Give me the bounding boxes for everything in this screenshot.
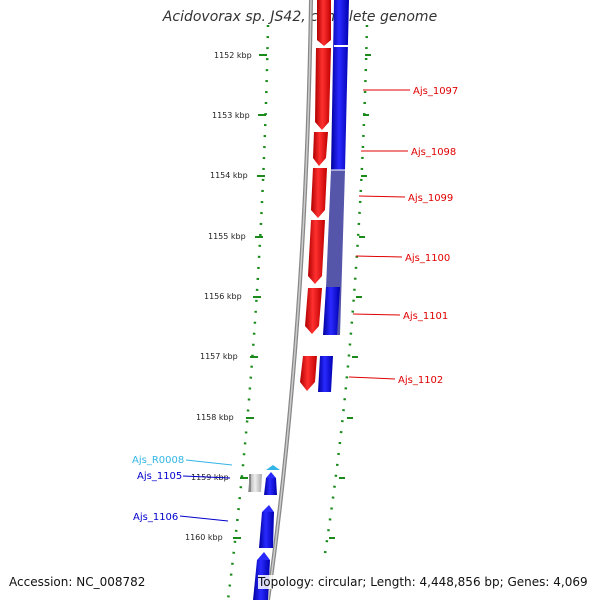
gene-arrow-top bbox=[317, 0, 331, 46]
tick-label: 1154 kbp bbox=[210, 171, 248, 180]
tick-label: 1156 kbp bbox=[204, 292, 242, 301]
gene-arrow-1098 bbox=[313, 132, 328, 166]
outer-dotted-ring bbox=[322, 24, 369, 561]
tick-label: 1153 kbp bbox=[212, 111, 250, 120]
outer-ring-ticks bbox=[329, 54, 371, 539]
gene-arrow-1101 bbox=[305, 288, 322, 334]
gene-arrow-1102 bbox=[300, 356, 317, 391]
gene-label-ajs-1101: Ajs_1101 bbox=[403, 311, 448, 322]
gene-label-ajs-r0008: Ajs_R0008 bbox=[132, 455, 184, 466]
gene-arrow-1105 bbox=[264, 478, 277, 495]
forward-strand-genes bbox=[300, 0, 331, 391]
reverse-strand-track bbox=[318, 0, 349, 392]
lower-features bbox=[248, 465, 280, 600]
accession-text: Accession: NC_008782 bbox=[9, 575, 146, 589]
tick-label: 1155 kbp bbox=[208, 232, 246, 241]
gene-label-ajs-1098: Ajs_1098 bbox=[411, 147, 456, 158]
topology-text: Topology: circular; Length: 4,448,856 bp… bbox=[258, 575, 588, 589]
gene-label-ajs-1106: Ajs_1106 bbox=[133, 512, 178, 523]
gene-arrow-1097 bbox=[315, 48, 331, 130]
label-leaders bbox=[179, 89, 410, 522]
gene-arrow-1100 bbox=[308, 220, 325, 284]
gene-labels: Ajs_1097 Ajs_1098 Ajs_1099 Ajs_1100 Ajs_… bbox=[132, 86, 458, 523]
gene-label-ajs-1102: Ajs_1102 bbox=[398, 375, 443, 386]
tick-label: 1152 kbp bbox=[214, 51, 252, 60]
gene-label-ajs-1100: Ajs_1100 bbox=[405, 253, 450, 264]
kbp-ticks: 1152 kbp 1153 kbp 1154 kbp 1155 kbp 1156… bbox=[185, 51, 267, 542]
gene-label-ajs-1105: Ajs_1105 bbox=[137, 471, 182, 482]
rna-feature-r0008 bbox=[266, 465, 280, 470]
backbone-line bbox=[266, 0, 313, 600]
gene-label-ajs-1099: Ajs_1099 bbox=[408, 193, 453, 204]
gene-arrow-1099 bbox=[311, 168, 327, 218]
gene-label-ajs-1097: Ajs_1097 bbox=[413, 86, 458, 97]
tick-label: 1158 kbp bbox=[196, 413, 234, 422]
genome-title: Acidovorax sp. JS42, complete genome bbox=[162, 9, 438, 25]
grey-feature-1105 bbox=[248, 474, 262, 492]
gene-arrow-1106 bbox=[259, 512, 274, 548]
tick-label: 1160 kbp bbox=[185, 533, 223, 542]
tick-label: 1157 kbp bbox=[200, 352, 238, 361]
